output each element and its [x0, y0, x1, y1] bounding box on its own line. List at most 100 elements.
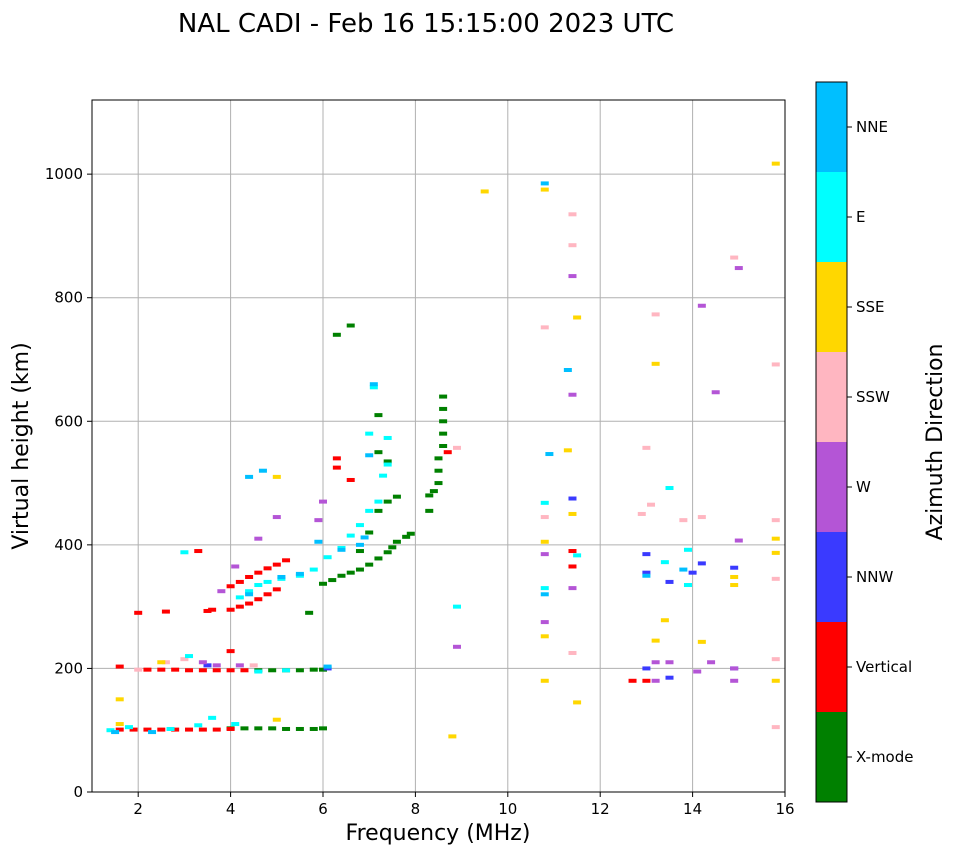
data-point-e	[309, 567, 318, 572]
data-point-xmode	[332, 332, 341, 337]
data-point-vertical	[185, 727, 194, 732]
data-point-vertical	[212, 727, 221, 732]
data-point-w	[568, 274, 577, 279]
data-point-e	[166, 726, 175, 731]
data-point-w	[452, 644, 461, 649]
data-point-w	[730, 666, 739, 671]
colorbar-frame	[815, 81, 848, 803]
data-point-w	[665, 660, 674, 665]
data-point-vertical	[198, 668, 207, 673]
data-point-vertical	[272, 587, 281, 592]
data-point-ssw	[568, 243, 577, 248]
data-point-vertical	[235, 579, 244, 584]
data-point-xmode	[295, 726, 304, 731]
data-point-sse	[272, 474, 281, 479]
data-point-vertical	[628, 678, 637, 683]
data-point-xmode	[328, 578, 337, 583]
data-point-vertical	[642, 678, 651, 683]
data-point-xmode	[268, 726, 277, 731]
data-point-xmode	[406, 531, 415, 536]
data-point-xmode	[240, 726, 249, 731]
data-point-sse	[540, 678, 549, 683]
data-point-vertical	[346, 477, 355, 482]
data-point-sse	[540, 539, 549, 544]
x-tick-label: 8	[411, 800, 421, 818]
data-point-e	[383, 435, 392, 440]
data-point-nne	[360, 535, 369, 540]
data-point-sse	[480, 189, 489, 194]
colorbar-tick-label: NNW	[856, 568, 893, 586]
colorbar-tick-label: Vertical	[856, 658, 912, 676]
data-point-xmode	[425, 508, 434, 513]
data-point-e	[323, 555, 332, 560]
grid	[92, 100, 785, 792]
x-axis-ticks: 2 4 6 8 10 12 14 16	[133, 792, 795, 818]
data-point-vertical	[115, 727, 124, 732]
data-point-e	[254, 669, 263, 674]
chart-title: NAL CADI - Feb 16 15:15:00 2023 UTC	[178, 9, 674, 39]
data-point-nne	[148, 730, 157, 735]
data-point-vertical	[171, 667, 180, 672]
data-point-vertical	[194, 549, 203, 554]
data-point-xmode	[254, 726, 263, 731]
data-point-w	[651, 660, 660, 665]
data-point-sse	[157, 660, 166, 665]
data-point-e	[235, 595, 244, 600]
data-point-e	[231, 722, 240, 727]
data-point-xmode	[305, 610, 314, 615]
data-point-xmode	[355, 549, 364, 554]
data-point-ssw	[568, 650, 577, 655]
data-point-nne	[540, 592, 549, 597]
data-point-vertical	[143, 727, 152, 732]
colorbar-tick-label: X-mode	[856, 748, 913, 766]
data-point-nne	[295, 571, 304, 576]
data-point-vertical	[254, 597, 263, 602]
data-point-e	[282, 668, 291, 673]
data-point-vertical	[332, 465, 341, 470]
x-axis-label: Frequency (MHz)	[346, 821, 531, 846]
data-point-sse	[563, 448, 572, 453]
data-point-vertical	[332, 456, 341, 461]
y-tick-label: 200	[54, 659, 83, 677]
data-point-nnw	[568, 496, 577, 501]
colorbar-legend: X-mode Vertical NNW W SSW SSE E NNE	[815, 81, 913, 803]
plot-area: 2 4 6 8 10 12 14 16 0 200 400 600 800 1000	[45, 99, 795, 818]
colorbar-segment	[816, 622, 847, 712]
data-point-nne	[111, 730, 120, 735]
data-point-ssw	[540, 515, 549, 520]
data-point-nne	[679, 567, 688, 572]
data-point-w	[217, 589, 226, 594]
data-point-xmode	[439, 406, 448, 411]
data-point-vertical	[212, 668, 221, 673]
data-point-nne	[337, 547, 346, 552]
data-point-e	[365, 431, 374, 436]
data-point-ssw	[540, 325, 549, 330]
data-point-ssw	[651, 312, 660, 317]
data-point-e	[254, 583, 263, 588]
data-point-e	[185, 654, 194, 659]
data-point-sse	[771, 678, 780, 683]
data-point-vertical	[263, 566, 272, 571]
x-tick-label: 6	[318, 800, 328, 818]
data-point-nne	[563, 368, 572, 373]
colorbar-tick-label: SSW	[856, 388, 890, 406]
data-point-xmode	[346, 570, 355, 575]
data-point-e	[355, 523, 364, 528]
x-tick-label: 10	[498, 800, 517, 818]
data-point-sse	[573, 315, 582, 320]
data-point-vertical	[143, 667, 152, 672]
data-point-vertical	[263, 592, 272, 597]
data-point-vertical	[245, 601, 254, 606]
data-point-xmode	[439, 444, 448, 448]
data-point-w	[711, 390, 720, 395]
y-tick-label: 400	[54, 536, 83, 554]
data-point-nnw	[642, 570, 651, 575]
data-point-ssw	[568, 212, 577, 217]
data-point-vertical	[226, 668, 235, 673]
data-point-w	[707, 660, 716, 665]
data-point-vertical	[198, 727, 207, 732]
data-point-e	[245, 589, 254, 594]
data-point-xmode	[346, 323, 355, 328]
data-point-e	[452, 604, 461, 609]
data-point-nne	[545, 452, 554, 457]
